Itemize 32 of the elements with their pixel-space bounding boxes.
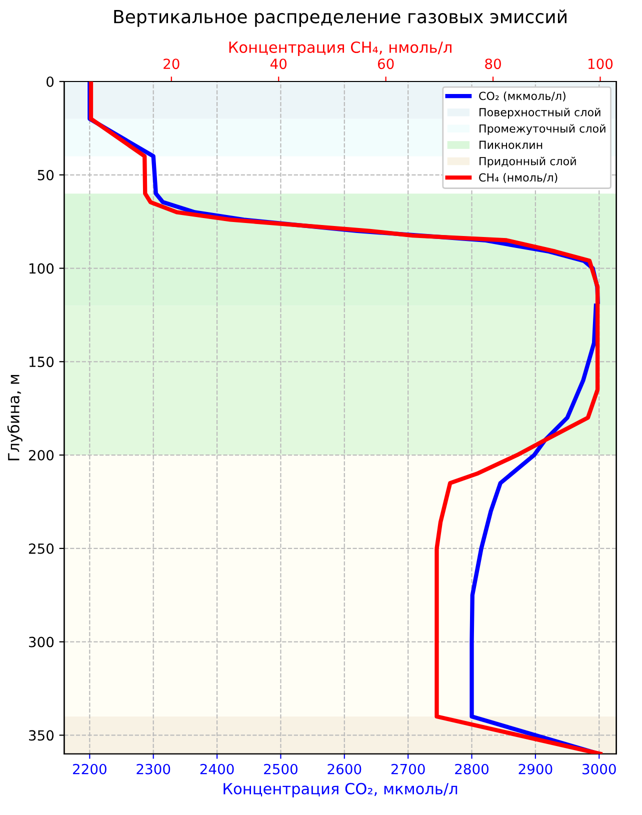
y-tick-label: 300 (29, 636, 54, 648)
x2-axis-title: Концентрация CH₄, нмоль/л (229, 41, 452, 56)
legend-label: Придонный слой (480, 156, 576, 168)
y-tick-label: 200 (28, 450, 54, 461)
x-tick-label: 3000 (582, 764, 616, 774)
x-tick-label: 2600 (328, 764, 362, 774)
x-tick-label: 2400 (200, 764, 234, 774)
y-tick-label: 100 (29, 263, 54, 274)
y-tick-label: 250 (28, 543, 54, 554)
y-tick-label: 0 (46, 76, 54, 87)
band-label: Поверхностный слой (480, 108, 600, 119)
x-tick-label: 2500 (264, 764, 298, 774)
x-tick-label: 2800 (455, 764, 489, 774)
x-tick-label: 2200 (73, 764, 106, 774)
y-tick-label: 50 (38, 170, 54, 180)
x-tick-label: 2300 (136, 764, 170, 774)
chart-title: Вертикальное распределение газовых эмиссий (114, 10, 566, 27)
x-tick-label: 2900 (518, 764, 552, 774)
y-axis-title: Глубина, м (7, 375, 22, 460)
legend-label: CH₄ (нмоль/л) (479, 173, 558, 183)
x2-tick-label: 40 (270, 58, 287, 70)
y-tick-label: 150 (29, 356, 54, 368)
x-tick-label: 2700 (391, 764, 425, 774)
x2-tick-label: 100 (588, 58, 613, 70)
x2-tick-label: 60 (378, 58, 394, 70)
band-label: Промежуточный слой (480, 124, 606, 135)
legend-label: Пикноклин (480, 140, 542, 150)
legend-label: CO₂ (мкмоль/л) (479, 92, 566, 102)
x-axis-title: Концентрация CO₂, мкмоль/л (224, 782, 458, 798)
y-tick-label: 350 (29, 730, 54, 741)
x2-tick-label: 80 (485, 58, 501, 70)
x2-tick-label: 20 (164, 58, 180, 70)
